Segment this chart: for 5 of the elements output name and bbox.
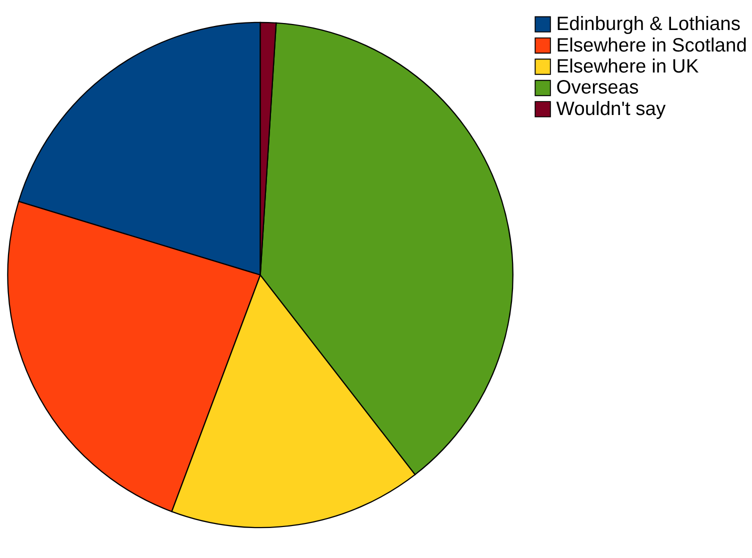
- legend-label: Wouldn't say: [556, 98, 666, 120]
- legend-label: Edinburgh & Lothians: [556, 14, 741, 36]
- legend-label: Elsewhere in Scotland: [556, 35, 747, 56]
- legend-label: Overseas: [556, 78, 639, 99]
- legend-label: Elsewhere in UK: [556, 56, 699, 78]
